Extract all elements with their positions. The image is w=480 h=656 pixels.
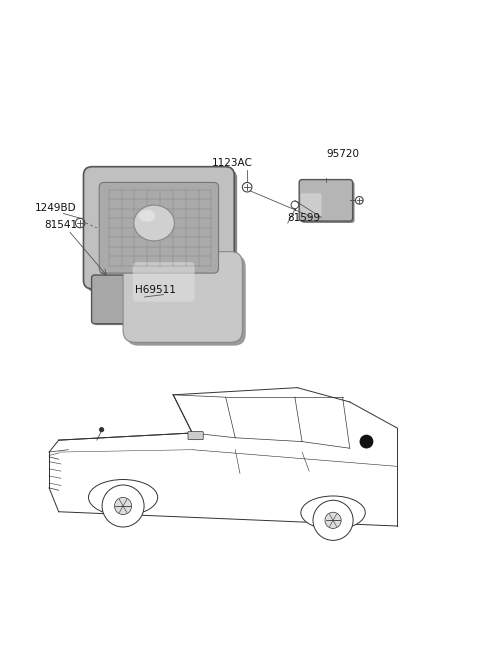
- FancyBboxPatch shape: [92, 275, 133, 323]
- Ellipse shape: [301, 496, 365, 529]
- Ellipse shape: [139, 210, 156, 222]
- FancyBboxPatch shape: [123, 252, 242, 342]
- Text: 1123AC: 1123AC: [211, 158, 252, 168]
- Circle shape: [100, 428, 104, 432]
- FancyBboxPatch shape: [126, 255, 246, 346]
- FancyBboxPatch shape: [86, 169, 237, 292]
- FancyBboxPatch shape: [99, 182, 218, 273]
- Text: H69511: H69511: [135, 285, 176, 295]
- Ellipse shape: [134, 205, 174, 241]
- Text: 81599: 81599: [288, 213, 321, 223]
- Text: 81541: 81541: [44, 220, 77, 230]
- Text: 1249BD: 1249BD: [35, 203, 76, 213]
- FancyBboxPatch shape: [300, 194, 322, 216]
- Circle shape: [325, 512, 341, 529]
- FancyBboxPatch shape: [301, 182, 355, 223]
- Circle shape: [360, 436, 372, 448]
- FancyBboxPatch shape: [188, 432, 203, 440]
- FancyBboxPatch shape: [299, 180, 353, 221]
- FancyBboxPatch shape: [84, 167, 234, 289]
- FancyBboxPatch shape: [94, 276, 135, 325]
- Circle shape: [313, 501, 353, 541]
- FancyBboxPatch shape: [132, 262, 195, 302]
- Text: 95720: 95720: [326, 149, 359, 159]
- Ellipse shape: [88, 480, 157, 516]
- Circle shape: [102, 485, 144, 527]
- Circle shape: [115, 497, 132, 514]
